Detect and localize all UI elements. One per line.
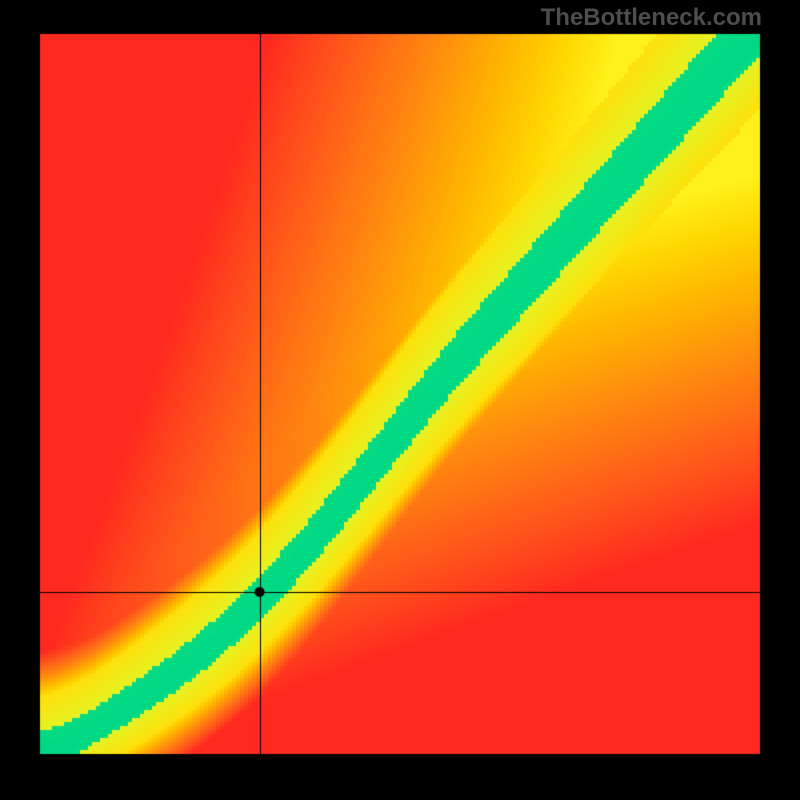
watermark-text: TheBottleneck.com	[541, 4, 762, 32]
heatmap-canvas	[0, 0, 800, 800]
chart-container: TheBottleneck.com	[0, 0, 800, 800]
